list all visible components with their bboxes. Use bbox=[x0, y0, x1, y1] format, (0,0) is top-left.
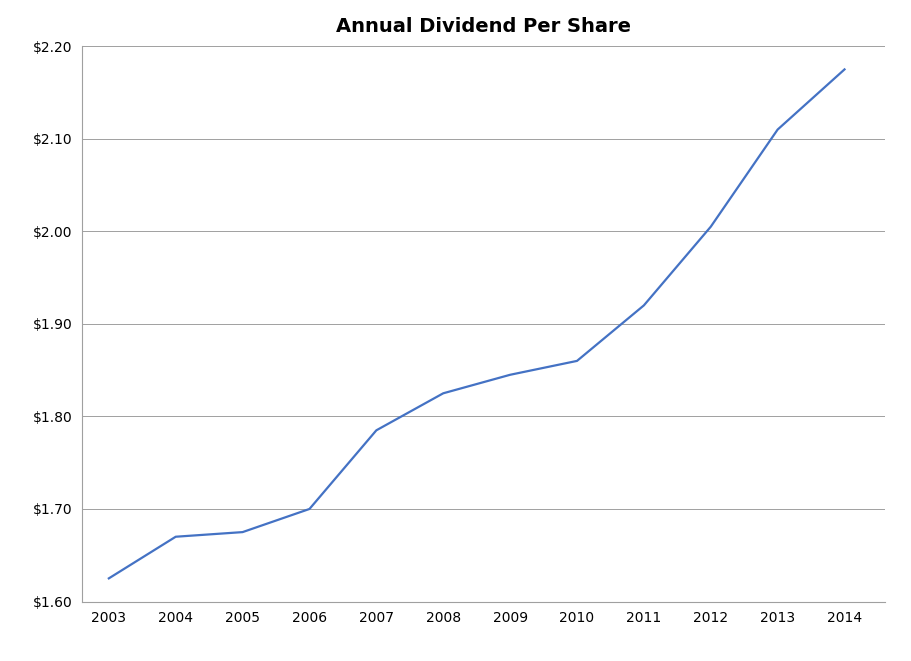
Title: Annual Dividend Per Share: Annual Dividend Per Share bbox=[335, 17, 630, 36]
